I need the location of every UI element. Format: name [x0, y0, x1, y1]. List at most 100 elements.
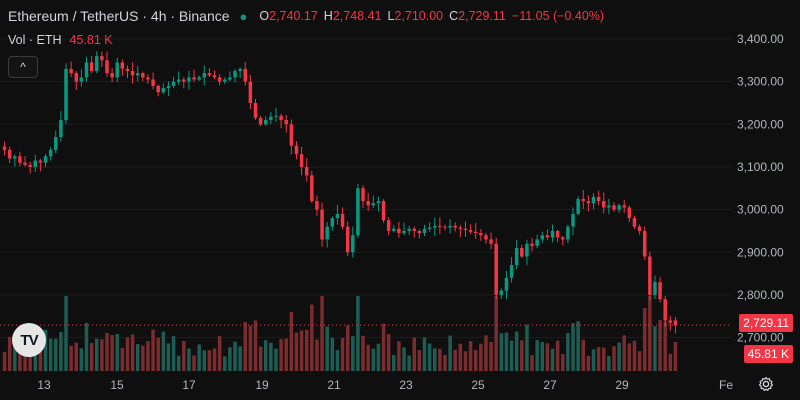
candle-body	[622, 205, 626, 208]
volume-bar	[187, 348, 191, 371]
time-tick-label: 29	[615, 378, 629, 392]
price-tick-label: 3,200.00	[737, 117, 784, 131]
volume-bar	[463, 351, 468, 371]
candle-body	[581, 198, 585, 202]
volume-bar	[345, 325, 350, 371]
candle-body	[412, 228, 416, 231]
volume-bar	[392, 354, 396, 371]
volume-bar	[304, 329, 309, 371]
volume-bar	[212, 348, 217, 371]
volume-bar	[28, 352, 32, 371]
tradingview-logo-icon[interactable]: TV	[12, 323, 46, 357]
volume-bar	[2, 352, 7, 371]
volume-bar	[135, 344, 140, 371]
candle-body	[233, 70, 237, 78]
high-value: 2,748.41	[332, 9, 382, 23]
candle-body	[38, 160, 43, 163]
candle-body	[320, 209, 324, 240]
candle-body	[535, 239, 539, 246]
volume-bar	[550, 348, 555, 371]
volume-bar	[48, 338, 53, 371]
candle-body	[207, 73, 212, 76]
close-value: 2,729.11	[458, 9, 506, 23]
volume-bar	[84, 323, 89, 371]
time-axis[interactable]: 13 15 17 19 21 23 25 27 29 Fe	[37, 378, 733, 392]
volume-bar	[89, 343, 94, 371]
volume-bar	[361, 335, 365, 371]
volume-bar	[632, 340, 637, 371]
market-status-icon: ●	[239, 8, 248, 24]
candle-body	[23, 162, 27, 165]
volume-bar	[453, 349, 457, 371]
volume-bar	[545, 343, 550, 371]
candle-body	[2, 146, 7, 150]
volume-bar	[525, 324, 529, 371]
volume-bar	[325, 326, 329, 371]
time-tick-label: 21	[327, 378, 341, 392]
high-label: H	[323, 9, 333, 23]
price-axis[interactable]: 3,400.00 3,300.00 3,200.00 3,100.00 3,000.00…	[737, 32, 784, 345]
volume-bar	[197, 344, 201, 371]
candle-body	[95, 56, 99, 71]
volume-bar	[622, 335, 626, 371]
volume-bar	[202, 350, 207, 371]
symbol-title[interactable]: Ethereum / TetherUS · 4h · Binance	[8, 8, 230, 24]
candle-body	[310, 175, 314, 202]
candle-body	[525, 243, 529, 257]
volume-bar	[663, 322, 667, 371]
candle-body	[69, 68, 73, 74]
candle-body	[223, 79, 227, 82]
volume-bar	[417, 350, 422, 371]
volume-bar	[269, 342, 273, 371]
volume-bar	[571, 323, 575, 371]
candle-body	[627, 207, 632, 219]
volume-bar	[207, 350, 212, 371]
candle-body	[115, 62, 119, 78]
candle-body	[530, 243, 534, 246]
volume-bar	[412, 337, 416, 371]
volume-bar	[264, 340, 268, 371]
volume-bar	[176, 355, 181, 371]
candle-body	[146, 77, 150, 80]
candle-body	[668, 320, 673, 323]
candle-body	[182, 79, 186, 82]
time-tick-label: 19	[255, 378, 269, 392]
candle-body	[330, 218, 335, 227]
candle-body	[284, 120, 288, 125]
volume-legend[interactable]: Vol · ETH 45.81 K	[8, 33, 113, 47]
candle-body	[504, 277, 509, 291]
symbol-legend[interactable]: Ethereum / TetherUS · 4h · Binance ● O 2…	[8, 8, 604, 24]
volume-bar	[294, 332, 299, 371]
settings-gear-icon[interactable]	[758, 376, 774, 392]
candle-body	[340, 213, 345, 227]
candle-body	[392, 228, 396, 231]
close-label: C	[449, 9, 459, 23]
last-price-tag: 2,729.11	[739, 314, 793, 332]
candle-body	[264, 120, 268, 125]
candle-body	[299, 154, 304, 167]
candle-body	[289, 124, 294, 146]
candle-body	[479, 233, 483, 236]
volume-bar	[69, 345, 73, 371]
candle-body	[484, 235, 488, 240]
volume-bar	[258, 346, 263, 371]
time-tick-label: 27	[543, 378, 557, 392]
volume-bar	[299, 330, 304, 371]
candle-body	[443, 226, 447, 228]
volume-bar	[376, 343, 381, 371]
candle-body	[397, 228, 401, 234]
candles	[2, 51, 678, 334]
volume-bar	[33, 346, 38, 371]
volume-bar	[397, 341, 401, 371]
candle-body	[7, 149, 12, 159]
volume-bar	[192, 355, 196, 371]
candle-body	[192, 77, 196, 80]
candle-body	[125, 68, 130, 71]
candle-body	[648, 256, 652, 295]
candle-body	[54, 137, 58, 150]
collapse-legend-button[interactable]: ^	[8, 56, 38, 78]
candle-body	[28, 164, 32, 167]
candle-body	[376, 201, 381, 204]
